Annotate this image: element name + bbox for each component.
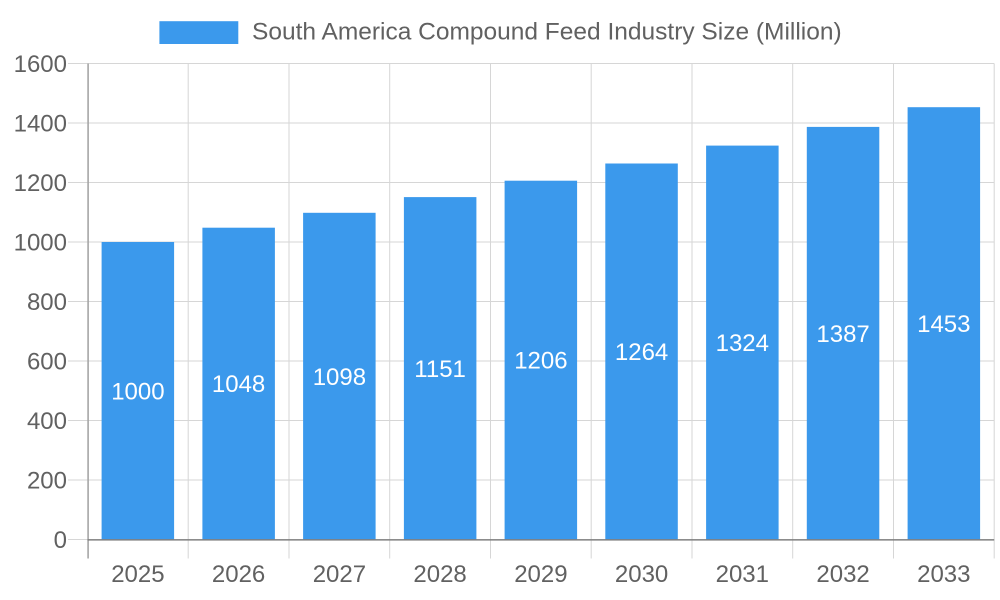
- svg-text:600: 600: [27, 349, 67, 376]
- svg-text:1206: 1206: [514, 348, 567, 375]
- svg-text:1000: 1000: [14, 230, 67, 257]
- svg-text:1600: 1600: [14, 51, 67, 78]
- svg-text:400: 400: [27, 408, 67, 435]
- svg-text:2025: 2025: [111, 561, 164, 588]
- svg-text:1324: 1324: [716, 330, 769, 357]
- svg-text:1387: 1387: [816, 321, 869, 348]
- svg-text:800: 800: [27, 289, 67, 316]
- svg-text:1098: 1098: [313, 364, 366, 391]
- svg-text:1400: 1400: [14, 111, 67, 138]
- svg-text:2027: 2027: [313, 561, 366, 588]
- svg-text:2030: 2030: [615, 561, 668, 588]
- svg-text:2033: 2033: [917, 561, 970, 588]
- svg-text:2026: 2026: [212, 561, 265, 588]
- svg-text:200: 200: [27, 468, 67, 495]
- svg-text:South America Compound Feed In: South America Compound Feed Industry Siz…: [252, 18, 842, 45]
- svg-text:2032: 2032: [816, 561, 869, 588]
- svg-text:1048: 1048: [212, 371, 265, 398]
- svg-text:1151: 1151: [414, 356, 466, 383]
- svg-text:1200: 1200: [14, 170, 67, 197]
- svg-text:2031: 2031: [716, 561, 769, 588]
- svg-text:1000: 1000: [111, 378, 164, 405]
- svg-text:1453: 1453: [917, 311, 970, 338]
- svg-text:0: 0: [54, 527, 67, 554]
- svg-text:2028: 2028: [413, 561, 466, 588]
- svg-text:2029: 2029: [514, 561, 567, 588]
- svg-text:1264: 1264: [615, 339, 668, 366]
